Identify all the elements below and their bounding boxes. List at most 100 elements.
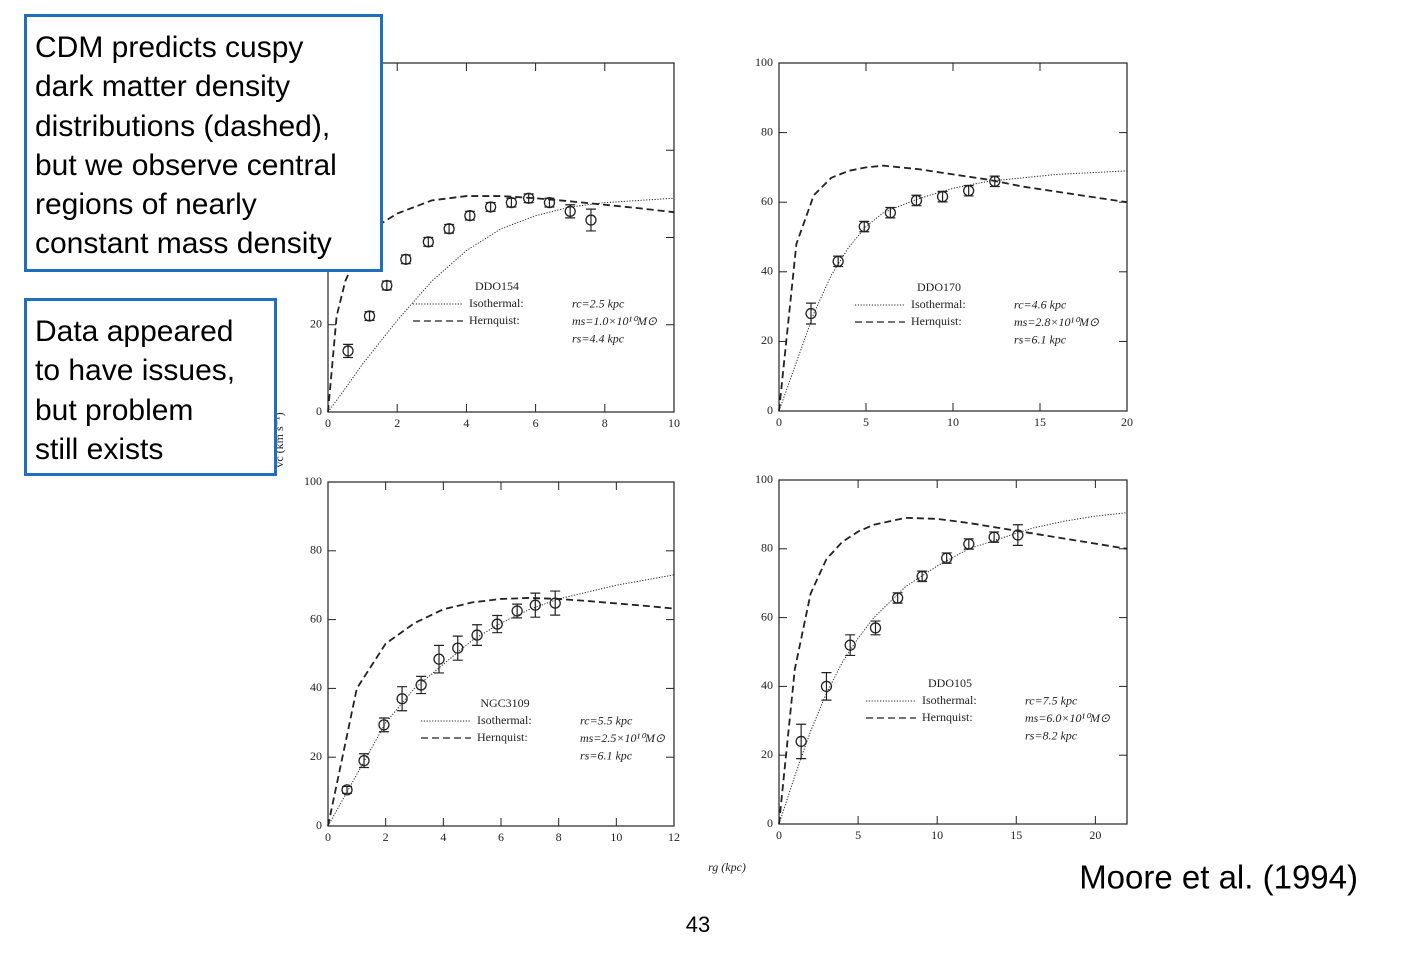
data-point — [916, 570, 928, 582]
x-tick-label: 20 — [1089, 828, 1101, 842]
y-tick-label: 0 — [767, 816, 773, 830]
y-tick-label: 20 — [310, 749, 322, 763]
chart: 0 5 10 15 20 0 20 40 60 80 100 DDO105 Isothermal: Her… — [755, 472, 1128, 842]
model-parameter: rs=6.1 kpc — [580, 748, 633, 762]
model-parameter: rc=5.5 kpc — [580, 713, 633, 727]
data-point — [988, 531, 1000, 543]
y-tick-label: 100 — [755, 472, 773, 486]
data-point — [484, 201, 497, 213]
plot-frame — [778, 479, 1128, 825]
y-tick-label: 60 — [761, 609, 773, 623]
note-line: still exists — [35, 432, 164, 466]
hernquist-curve — [778, 164, 1128, 412]
x-tick-label: 0 — [325, 416, 331, 430]
model-parameter: rc=4.6 kpc — [1014, 297, 1067, 311]
x-tick-label: 6 — [498, 830, 504, 844]
y-tick-label: 20 — [761, 333, 773, 347]
x-tick-label: 20 — [1121, 415, 1133, 429]
x-tick-label: 10 — [668, 416, 680, 430]
x-tick-label: 0 — [776, 415, 782, 429]
y-tick-label: 0 — [316, 818, 322, 832]
x-tick-label: 4 — [440, 830, 446, 844]
model-parameter: rs=6.1 kpc — [1014, 332, 1067, 346]
data-point — [795, 735, 807, 748]
y-tick-label: 80 — [310, 543, 322, 557]
note-box: CDM predicts cuspy dark matter density dis… — [24, 14, 383, 272]
data-point — [941, 552, 953, 564]
model-parameter: ms=2.5×10¹⁰M⊙ — [580, 731, 666, 745]
x-tick-label: 0 — [776, 828, 782, 842]
model-parameter: rc=2.5 kpc — [572, 296, 625, 310]
x-tick-label: 5 — [855, 828, 861, 842]
y-tick-label: 60 — [761, 194, 773, 208]
isothermal-curve — [327, 197, 675, 413]
isothermal-curve — [778, 512, 1128, 825]
data-point — [858, 220, 870, 233]
error-bar — [550, 590, 561, 616]
y-tick-label: 40 — [761, 678, 773, 692]
chart: 0 2 4 6 8 10 12 0 20 40 60 80 100 NGC3109 Isothermal: H… — [304, 474, 680, 844]
legend-label: Isothermal: — [922, 693, 977, 707]
error-bar — [845, 634, 856, 657]
x-tick-label: 2 — [394, 416, 400, 430]
data-point — [341, 784, 353, 796]
model-parameter: rs=8.2 kpc — [1025, 728, 1078, 742]
y-tick-label: 20 — [761, 747, 773, 761]
data-point — [358, 754, 370, 767]
data-point — [891, 592, 904, 604]
legend-label: Isothermal: — [911, 297, 966, 311]
chart: 0 5 10 15 20 0 20 40 60 80 100 DDO170 Isothermal: Her… — [755, 55, 1133, 429]
error-bar — [796, 723, 807, 760]
plot-frame — [778, 62, 1128, 412]
legend-label: Hernquist: — [911, 314, 962, 328]
legend-label: Isothermal: — [477, 713, 532, 727]
y-tick-label: 40 — [310, 680, 322, 694]
data-point — [464, 210, 476, 222]
x-tick-label: 2 — [383, 830, 389, 844]
error-bar — [492, 614, 503, 634]
data-point — [564, 205, 576, 217]
data-point — [844, 639, 856, 651]
x-tick-label: 15 — [1010, 828, 1022, 842]
data-point — [963, 538, 975, 550]
legend-label: Hernquist: — [477, 730, 528, 744]
data-point — [511, 605, 523, 617]
error-bar — [434, 644, 445, 674]
isothermal-curve — [778, 170, 1128, 412]
data-point — [443, 223, 455, 235]
data-point — [433, 653, 445, 665]
x-tick-label: 5 — [863, 415, 869, 429]
data-point — [342, 345, 354, 357]
note-line: distributions (dashed), — [35, 109, 331, 143]
x-tick-label: 0 — [325, 830, 331, 844]
data-point — [549, 597, 561, 609]
data-point — [832, 255, 844, 268]
model-parameter: rs=4.4 kpc — [572, 331, 625, 345]
y-tick-label: 80 — [761, 124, 773, 138]
x-tick-label: 10 — [947, 415, 959, 429]
legend-label: Isothermal: — [469, 296, 524, 310]
x-tick-label: 6 — [533, 416, 539, 430]
note-box: Data appeared to have issues, but problem s… — [24, 298, 277, 476]
data-point — [1012, 529, 1024, 541]
error-bar — [530, 592, 541, 618]
y-tick-label: 0 — [767, 403, 773, 417]
x-tick-label: 4 — [463, 416, 469, 430]
y-tick-label: 100 — [304, 474, 322, 488]
note-line: constant mass density — [35, 227, 332, 261]
data-point — [884, 206, 897, 219]
data-point — [529, 599, 541, 611]
data-point — [963, 185, 975, 197]
data-point — [523, 192, 535, 204]
x-axis-label: rg (kpc) — [708, 860, 746, 874]
data-point — [543, 196, 556, 209]
data-point — [491, 618, 503, 630]
y-tick-label: 40 — [761, 264, 773, 278]
model-parameter: rc=7.5 kpc — [1025, 693, 1078, 707]
error-bar — [397, 686, 408, 712]
legend-title: DDO170 — [917, 280, 961, 294]
hernquist-curve — [327, 597, 675, 827]
legend-label: Hernquist: — [922, 710, 973, 724]
